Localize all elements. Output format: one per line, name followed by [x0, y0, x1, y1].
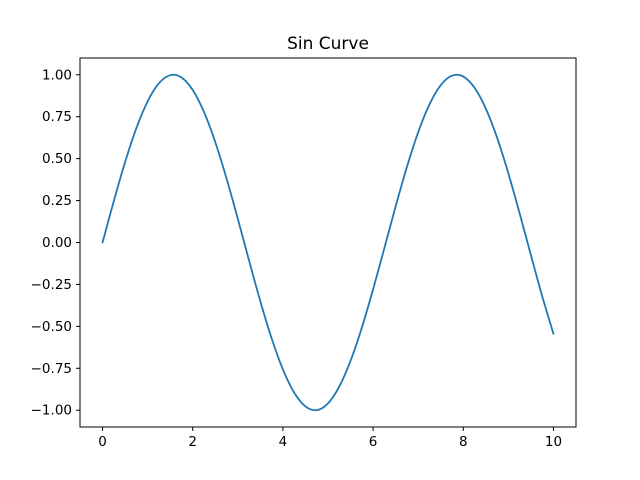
x-tick-label: 4 [279, 434, 288, 450]
x-tick-label: 8 [459, 434, 468, 450]
y-tick-label: 0.00 [42, 235, 72, 251]
sine-curve-line [101, 73, 555, 412]
y-tick-label: −0.50 [31, 319, 72, 335]
y-tick-label: 0.75 [42, 109, 72, 125]
x-axis-ticks: 0 2 4 6 8 10 [98, 427, 562, 450]
y-axis-ticks: −1.00 −0.75 −0.50 −0.25 0.00 0.25 0.50 0.75 1.00 [31, 67, 80, 419]
x-tick-label: 10 [545, 434, 562, 450]
plot-area [79, 57, 577, 428]
y-tick-label: 0.25 [42, 193, 72, 209]
y-tick-label: −0.25 [31, 277, 72, 293]
x-tick-label: 6 [369, 434, 378, 450]
y-tick-label: 1.00 [42, 67, 72, 83]
y-tick-label: −1.00 [31, 403, 72, 419]
x-tick-label: 2 [188, 434, 197, 450]
x-tick-label: 0 [98, 434, 107, 450]
series-group [101, 73, 555, 412]
y-tick-label: 0.50 [42, 151, 72, 167]
y-tick-label: −0.75 [31, 361, 72, 377]
chart-title: Sin Curve [287, 34, 369, 54]
